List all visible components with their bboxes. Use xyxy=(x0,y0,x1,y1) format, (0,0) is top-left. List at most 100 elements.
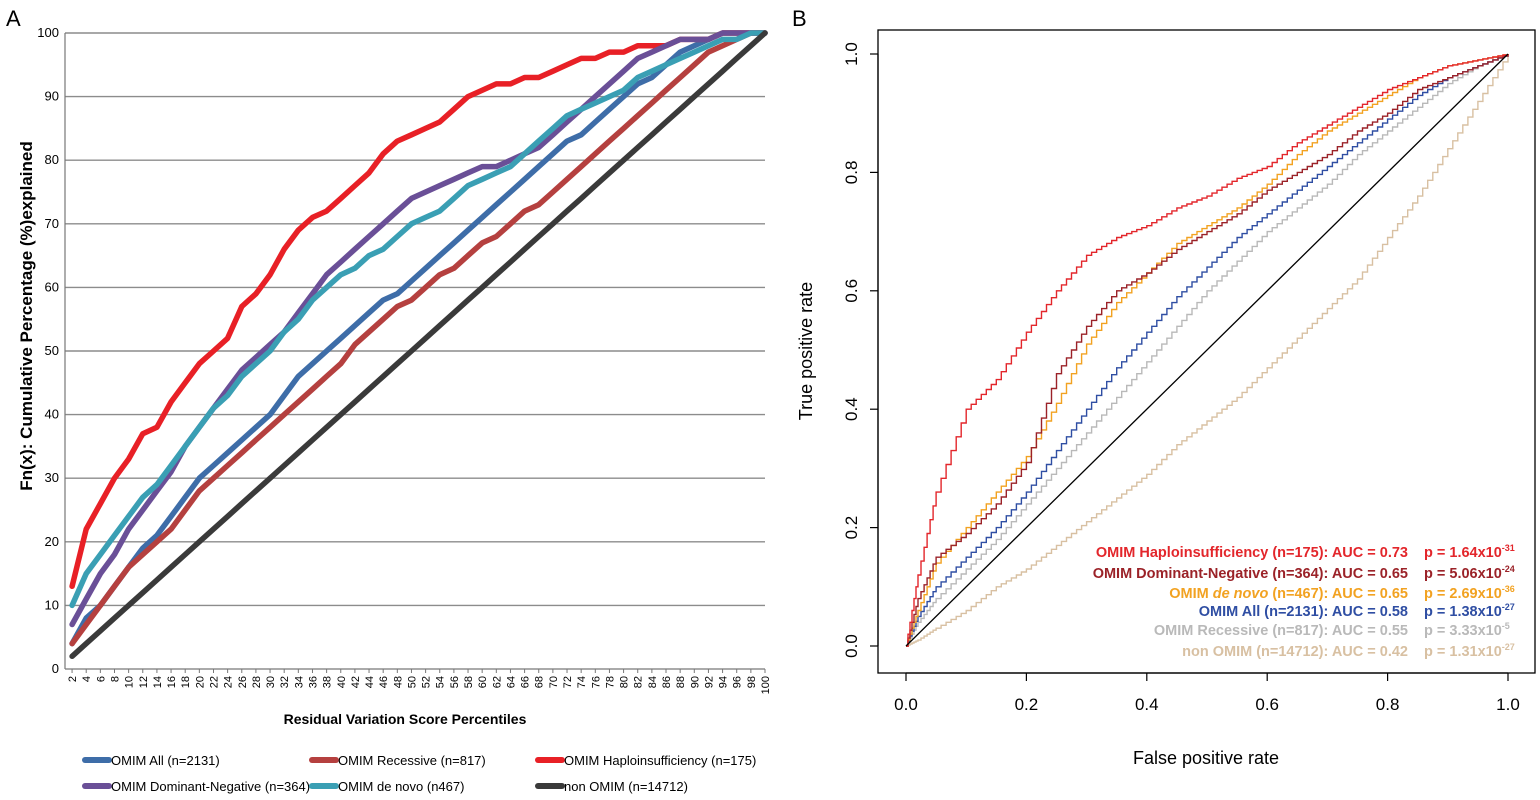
panel-a-x-tick-label: 88 xyxy=(675,676,687,688)
panel-a-x-tick-label: 60 xyxy=(477,676,489,688)
panel-b-roc-curve xyxy=(906,54,1509,647)
panel-a-x-tick-label: 38 xyxy=(322,676,334,688)
panel-a-x-tick-label: 32 xyxy=(279,676,291,688)
panel-b-x-tick-label: 0.6 xyxy=(1255,695,1279,714)
panel-b-roc-curve xyxy=(906,54,1509,647)
panel-b-p-value-exponent: -27 xyxy=(1502,642,1515,652)
panel-a-x-tick-label: 74 xyxy=(576,676,588,688)
panel-a-y-axis-label: Fn(x): Cumulative Percentage (%)explaine… xyxy=(17,141,36,491)
panel-a-y-tick-label: 60 xyxy=(45,279,59,294)
panel-b-auc-suffix: (n=467): AUC = 0.65 xyxy=(1268,586,1408,602)
panel-b-p-value: p = 1.38x10-27 xyxy=(1424,602,1515,620)
panel-b-auc-italic: de novo xyxy=(1213,586,1269,602)
panel-a-y-tick-label: 30 xyxy=(45,470,59,485)
panel-a-x-axis-label: Residual Variation Score Percentiles xyxy=(284,711,527,727)
panel-b-letter: B xyxy=(792,6,807,31)
panel-b-p-value-base: p = 5.06x10 xyxy=(1424,566,1502,582)
panel-b-roc-curve xyxy=(906,54,1509,647)
panel-a-legend-label: OMIM All (n=2131) xyxy=(111,753,220,768)
panel-a-x-tick-label: 22 xyxy=(208,676,220,688)
panel-a-series-line xyxy=(69,30,768,647)
panel-a-x-tick-label: 70 xyxy=(548,676,560,688)
panel-a-x-tick-label: 44 xyxy=(364,676,376,688)
panel-a-x-tick-label: 78 xyxy=(604,676,616,688)
panel-a-x-tick-label: 12 xyxy=(138,676,150,688)
panel-a-legend-label: OMIM de novo (n467) xyxy=(338,779,464,794)
panel-a-x-tick-label: 48 xyxy=(392,676,404,688)
panel-a-y-tick-label: 10 xyxy=(45,597,59,612)
panel-a-x-tick-label: 64 xyxy=(505,676,517,688)
panel-b-auc-annotation: OMIM Haploinsufficiency (n=175): AUC = 0… xyxy=(1096,545,1408,561)
panel-b-p-value: p = 2.69x10-36 xyxy=(1424,584,1515,602)
panel-b-diagonal-line xyxy=(905,53,1509,647)
panel-b-y-axis-label: True positive rate xyxy=(796,282,816,420)
panel-b-y-tick-label: 0.4 xyxy=(842,397,861,421)
panel-b-p-value-base: p = 2.69x10 xyxy=(1424,586,1502,602)
panel-a-x-tick-label: 36 xyxy=(307,676,319,688)
panel-b-p-value: p = 1.64x10-31 xyxy=(1424,543,1515,561)
panel-b-x-tick-label: 0.2 xyxy=(1015,695,1039,714)
panel-a-x-tick-label: 84 xyxy=(647,676,659,688)
panel-a-series-line xyxy=(69,30,768,628)
panel-b-roc-curve xyxy=(906,54,1509,647)
panel-a-legend-label: OMIM Recessive (n=817) xyxy=(338,753,486,768)
panel-a-x-tick-label: 66 xyxy=(520,676,532,688)
panel-b-auc-prefix: OMIM Recessive (n=817): AUC = 0.55 xyxy=(1154,623,1408,639)
panel-a-x-tick-label: 50 xyxy=(406,676,418,688)
panel-a-letter: A xyxy=(6,6,21,31)
panel-a-x-tick-label: 18 xyxy=(180,676,192,688)
panel-b-p-value-base: p = 3.33x10 xyxy=(1424,623,1502,639)
panel-a-x-tick-label: 4 xyxy=(81,676,93,682)
panel-b-auc-prefix: OMIM All (n=2131): AUC = 0.58 xyxy=(1199,604,1408,620)
panel-b-p-value-exponent: -36 xyxy=(1502,584,1515,594)
panel-a-x-tick-label: 14 xyxy=(152,676,164,688)
panel-b-auc-prefix: non OMIM (n=14712): AUC = 0.42 xyxy=(1182,644,1408,660)
panel-a-x-tick-label: 24 xyxy=(223,676,235,688)
panel-a-x-tick-label: 72 xyxy=(562,676,574,688)
panel-b-p-value: p = 3.33x10-5 xyxy=(1424,621,1510,639)
panel-a-x-tick-label: 90 xyxy=(689,676,701,688)
panel-a-x-tick-label: 40 xyxy=(336,676,348,688)
panel-b: B 0.0 0.2 0.4 0.6 0.8 1.0 0.0 0.2 0.4 0.6 0.8 1.0 T… xyxy=(792,6,1536,768)
panel-a-y-tick-label: 20 xyxy=(45,534,59,549)
panel-b-x-tick-label: 0.0 xyxy=(894,695,918,714)
panel-b-p-value-exponent: -5 xyxy=(1502,621,1510,631)
panel-a-x-tick-label: 42 xyxy=(350,676,362,688)
panel-b-auc-prefix: OMIM xyxy=(1169,586,1213,602)
panel-b-p-value-exponent: -27 xyxy=(1502,602,1515,612)
panel-b-y-tick-label: 0.0 xyxy=(842,634,861,658)
panel-a-x-tick-label: 46 xyxy=(378,676,390,688)
panel-b-p-value-base: p = 1.38x10 xyxy=(1424,604,1502,620)
panel-a-series-line xyxy=(69,30,768,660)
panel-b-auc-annotation: OMIM All (n=2131): AUC = 0.58 xyxy=(1199,604,1408,620)
panel-b-p-value: p = 5.06x10-24 xyxy=(1424,564,1515,582)
panel-a-x-tick-label: 96 xyxy=(732,676,744,688)
panel-b-p-value: p = 1.31x10-27 xyxy=(1424,642,1515,660)
panel-b-roc-curve xyxy=(906,54,1509,647)
panel-a-x-tick-label: 92 xyxy=(703,676,715,688)
panel-a-x-tick-label: 30 xyxy=(265,676,277,688)
panel-b-auc-annotation: OMIM Recessive (n=817): AUC = 0.55 xyxy=(1154,623,1408,639)
panel-a-x-tick-label: 82 xyxy=(633,676,645,688)
panel-a-legend-label: non OMIM (n=14712) xyxy=(564,779,688,794)
panel-a-x-tick-label: 6 xyxy=(95,676,107,682)
panel-b-p-value-base: p = 1.31x10 xyxy=(1424,644,1502,660)
panel-a-y-tick-label: 100 xyxy=(37,25,59,40)
panel-a-y-tick-label: 80 xyxy=(45,152,59,167)
panel-b-p-value-base: p = 1.64x10 xyxy=(1424,545,1502,561)
panel-a-x-tick-label: 86 xyxy=(661,676,673,688)
panel-a-x-tick-label: 62 xyxy=(491,676,503,688)
panel-a-y-tick-label: 0 xyxy=(52,661,59,676)
panel-a-series-group xyxy=(69,30,768,660)
panel-b-auc-prefix: OMIM Dominant-Negative (n=364): AUC = 0.… xyxy=(1093,566,1408,582)
panel-b-auc-annotation: OMIM Dominant-Negative (n=364): AUC = 0.… xyxy=(1093,566,1408,582)
panel-a-x-tick-label: 26 xyxy=(237,676,249,688)
panel-a-x-tick-label: 94 xyxy=(718,676,730,688)
panel-a-series-line xyxy=(69,30,768,647)
panel-a-x-tick-label: 56 xyxy=(449,676,461,688)
panel-a-x-tick-label: 20 xyxy=(194,676,206,688)
panel-b-x-tick-label: 0.8 xyxy=(1376,695,1400,714)
panel-a-x-tick-label: 58 xyxy=(463,676,475,688)
panel-b-y-tick-label: 1.0 xyxy=(842,42,861,66)
panel-a-series-line xyxy=(69,30,768,609)
